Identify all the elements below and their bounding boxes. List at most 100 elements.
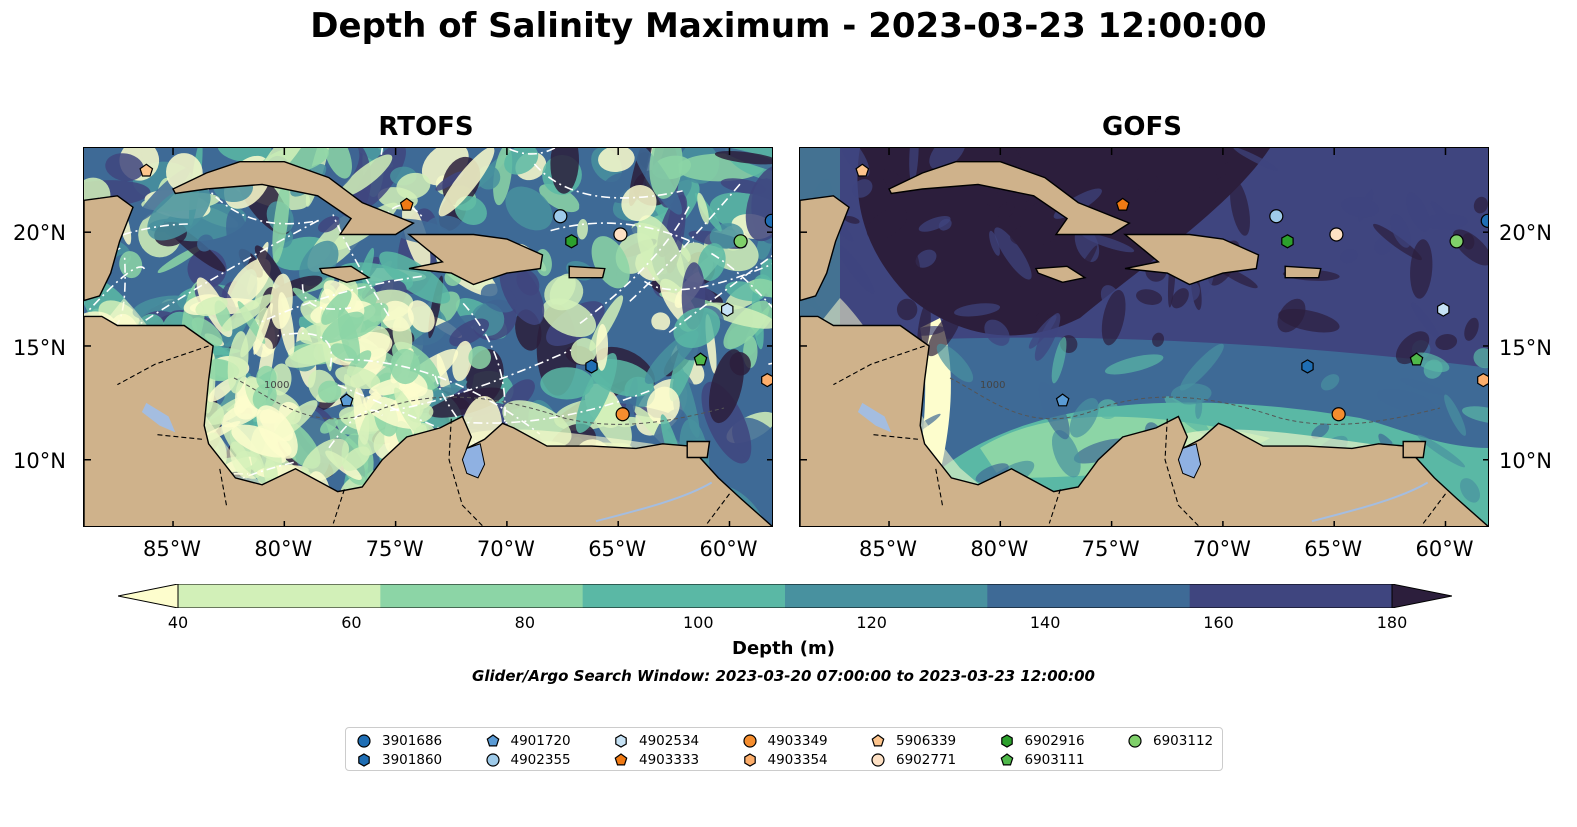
legend-item: 3901686 [356,732,442,750]
float-marker-6903112 [733,234,748,249]
float-marker-3901860 [585,359,598,374]
land-masses [800,161,1488,526]
colorbar-tick-label: 40 [167,613,189,632]
colorbar-tick-label: 80 [514,613,536,632]
orinoco-river [1311,481,1429,523]
colorbar-label: Depth (m) [732,638,835,659]
colorbar-extend-low [117,583,179,609]
legend-label: 4903354 [767,752,828,768]
lake-nicaragua [141,402,176,433]
legend-label: 4903349 [767,733,828,749]
float-marker-5906339 [139,163,154,177]
float-marker-3901860 [1301,359,1314,374]
float-legend: 3901686 3901860 4901720 4902355 4902534 49033… [345,727,1223,771]
colorbar-tick-label: 100 [683,613,714,632]
axis-ticks [84,148,772,526]
legend-marker [486,734,499,747]
lon-tick-label: 70°W [476,537,535,561]
legend-item: 4903333 [613,751,699,769]
legend-label: 4902534 [639,733,700,749]
float-marker-4903354 [761,372,772,388]
lake-maracaibo [1177,443,1202,479]
lon-tick-label: 70°W [1192,537,1251,561]
legend-item: 4902534 [613,732,699,750]
legend-label: 6902916 [1024,733,1085,749]
country-borders [117,345,730,526]
lat-tick-left: 15°N [13,336,66,360]
legend-label: 3901860 [382,752,443,768]
land-masses [84,161,772,526]
isobath-1000 [949,377,1441,425]
lon-tick-label: 75°W [1081,537,1140,561]
legend-marker-icon [1000,734,1013,748]
float-marker-3901686 [1480,213,1488,228]
colorbar-bin [785,584,988,608]
float-marker-6902771 [613,227,628,242]
colorbar-tick-label: 140 [1029,613,1061,632]
lat-tick-right: 10°N [1499,449,1552,473]
legend-item: 4903354 [742,751,828,769]
colorbar-tick-label: 60 [341,613,362,632]
legend-marker [871,734,885,747]
float-marker-4901720 [339,393,354,407]
float-markers [855,163,1488,422]
legend-marker-icon [486,734,499,747]
legend-item: 6902916 [999,732,1085,750]
lon-tick-label: 80°W [254,537,313,561]
float-marker-3901686 [764,213,772,228]
legend-item: 6903112 [1127,732,1213,750]
legend-marker-icon [1000,753,1013,766]
legend-item: 4903349 [742,732,828,750]
legend-marker [485,753,500,767]
colorbar-bin [987,584,1191,608]
legend-marker [358,753,370,767]
legend-label: 6902771 [896,752,957,768]
colorbar-bin [582,584,786,608]
legend-marker [743,753,756,767]
lon-tick-label: 85°W [859,537,918,561]
lake-nicaragua [857,402,892,433]
float-marker-4903349 [1331,407,1346,422]
axis-ticks [800,148,1488,526]
float-markers [139,163,772,422]
legend-marker [742,734,757,748]
legend-item: 6902771 [870,751,956,769]
legend-marker-icon [1128,734,1142,748]
legend-label: 5906339 [896,733,957,749]
legend-marker [1000,734,1013,748]
float-marker-4902534 [720,302,734,317]
lat-tick-left: 10°N [13,449,66,473]
legend-marker [1000,753,1013,766]
legend-marker-icon [743,753,756,767]
float-marker-4903349 [615,407,630,422]
legend-label: 6903112 [1153,733,1214,749]
colorbar-bin [380,584,584,608]
map-panel-rtofs[interactable]: 1000 [83,147,773,527]
legend-marker-icon [614,753,628,766]
legend-marker [357,734,371,748]
legend-label: 4901720 [510,733,571,749]
isobath-label: 1000 [980,380,1005,391]
colorbar-bin [1189,584,1393,608]
colorbar-extend-high [1391,583,1453,609]
lon-tick-label: 85°W [143,537,202,561]
search-window-text: Glider/Argo Search Window: 2023-03-20 07… [472,667,1095,685]
float-marker-4902534 [1436,302,1450,317]
float-marker-6902916 [1281,234,1294,249]
float-marker-4902355 [1269,209,1284,224]
float-marker-6903111 [693,352,708,366]
lat-tick-right: 20°N [1499,221,1552,245]
legend-label: 4903333 [639,752,700,768]
legend-item: 5906339 [870,732,956,750]
panel-title-rtofs: RTOFS [378,112,474,142]
track-lines [84,148,772,526]
legend-label: 3901686 [382,733,443,749]
figure-title: Depth of Salinity Maximum - 2023-03-23 1… [310,6,1267,46]
legend-marker [1128,734,1142,748]
lon-tick-label: 60°W [699,537,758,561]
map-panel-gofs[interactable]: 1000 [799,147,1489,527]
float-marker-4901720 [1055,393,1070,407]
lon-tick-label: 75°W [365,537,424,561]
float-marker-4903354 [1477,372,1488,388]
lon-tick-label: 65°W [588,537,647,561]
